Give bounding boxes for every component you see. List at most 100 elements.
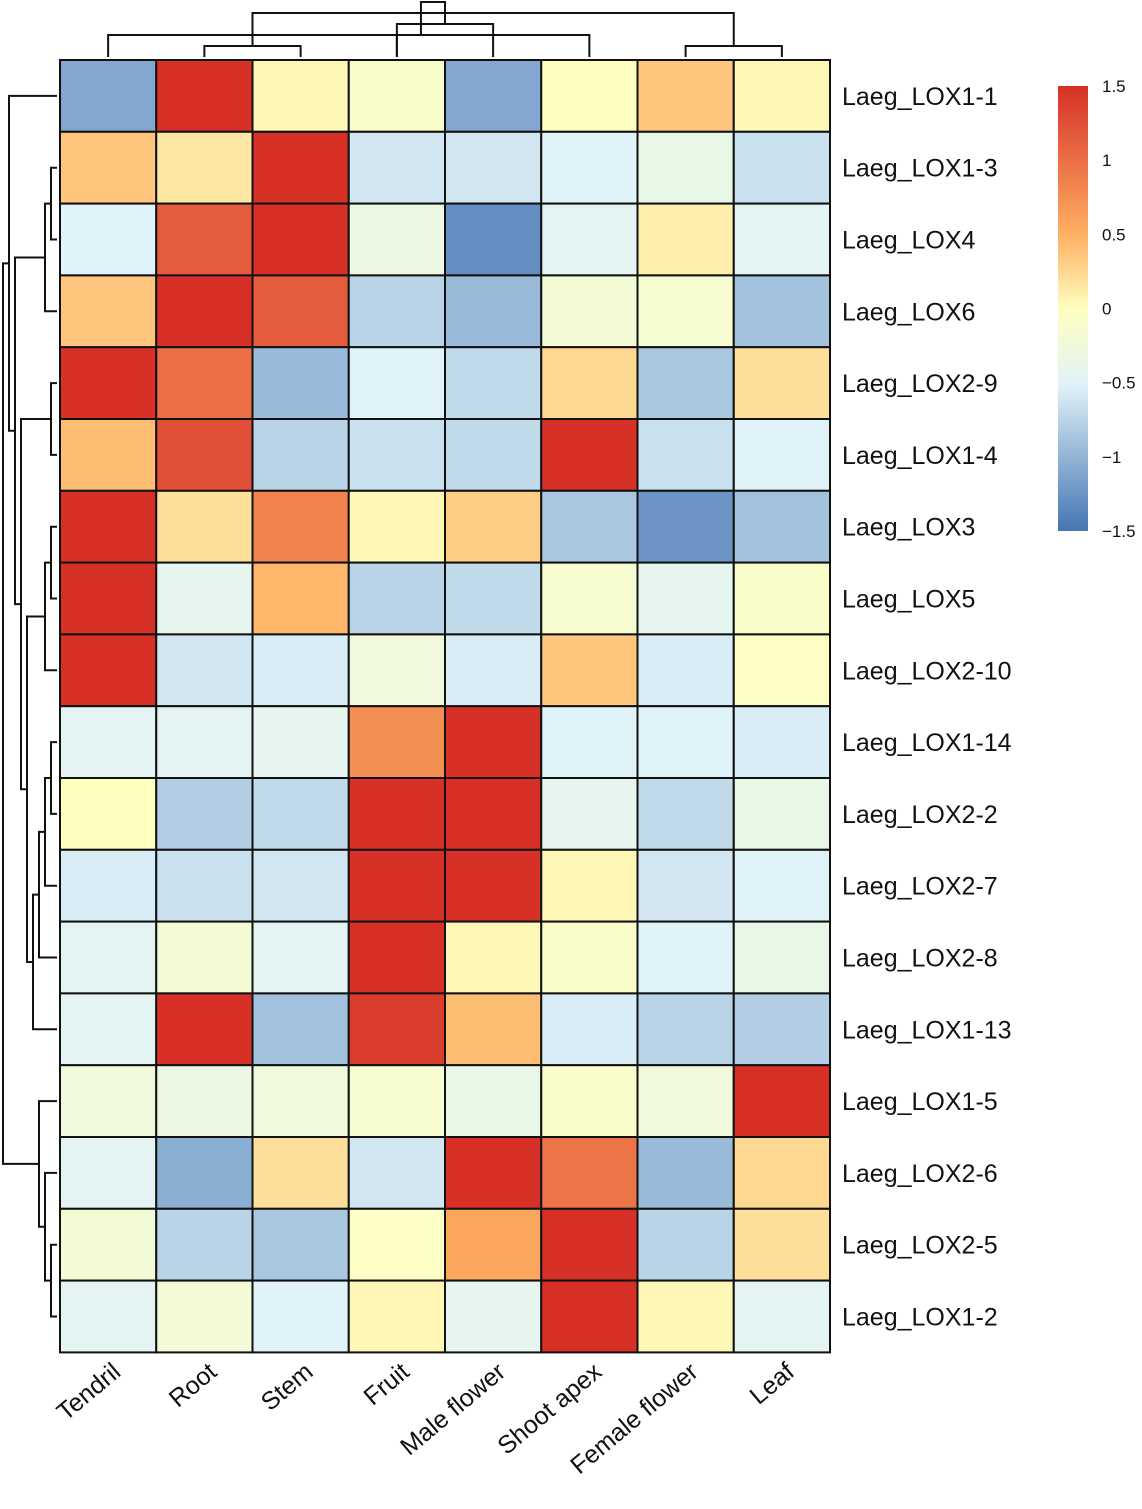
cell-laeg-lox1-3-male-flower — [444, 130, 543, 205]
column-label-leaf: Leaf — [744, 1358, 799, 1411]
legend-tick-minus-0-5: −0.5 — [1102, 374, 1136, 393]
cell-laeg-lox6-shoot-apex — [540, 274, 639, 349]
row-dendrogram — [2, 94, 57, 1318]
cell-laeg-lox2-5-male-flower — [444, 1207, 543, 1282]
cell-laeg-lox1-4-shoot-apex — [540, 418, 639, 492]
cell-laeg-lox2-9-stem — [251, 346, 350, 421]
cell-laeg-lox6-male-flower — [444, 274, 543, 349]
cell-laeg-lox1-2-stem — [251, 1279, 350, 1354]
cell-laeg-lox1-1-stem — [251, 59, 350, 133]
cell-laeg-lox1-1-tendril — [59, 59, 158, 133]
cell-laeg-lox4-stem — [251, 202, 350, 277]
cell-laeg-lox3-root — [155, 489, 254, 564]
cell-laeg-lox1-14-root — [155, 705, 254, 780]
row-label-laeg-lox2-5: Laeg_LOX2-5 — [842, 1232, 998, 1260]
cell-laeg-lox5-leaf — [732, 561, 831, 636]
cell-laeg-lox2-6-female-flower — [636, 1136, 735, 1210]
cell-laeg-lox2-5-shoot-apex — [540, 1207, 639, 1282]
cell-laeg-lox1-5-male-flower — [444, 1064, 543, 1138]
legend-tick-minus-1-5: −1.5 — [1102, 522, 1136, 541]
cell-laeg-lox4-leaf — [732, 202, 831, 277]
cell-laeg-lox1-1-root — [155, 59, 254, 133]
cell-laeg-lox4-male-flower — [444, 202, 543, 277]
cell-laeg-lox1-3-stem — [251, 130, 350, 205]
cell-laeg-lox2-6-tendril — [59, 1136, 158, 1210]
column-dendrogram-branch-6 — [251, 12, 735, 46]
cell-laeg-lox2-2-stem — [251, 777, 350, 851]
cell-laeg-lox1-1-male-flower — [444, 59, 543, 133]
row-dendrogram-branch-9 — [32, 893, 57, 1031]
cell-laeg-lox1-5-female-flower — [636, 1064, 735, 1138]
cell-laeg-lox2-6-stem — [251, 1136, 350, 1210]
cell-laeg-lox1-1-female-flower — [636, 59, 735, 133]
cell-laeg-lox5-stem — [251, 561, 350, 636]
cell-laeg-lox2-10-male-flower — [444, 633, 543, 708]
cell-laeg-lox5-male-flower — [444, 561, 543, 636]
cell-laeg-lox2-9-female-flower — [636, 346, 735, 421]
cell-laeg-lox2-2-shoot-apex — [540, 777, 639, 851]
row-dendrogram-branch-10 — [50, 1243, 57, 1318]
cell-laeg-lox2-7-root — [155, 848, 254, 923]
column-dendrogram-branch-5 — [395, 23, 495, 57]
legend-tick-minus-1: −1 — [1102, 448, 1121, 467]
cell-laeg-lox1-13-root — [155, 992, 254, 1067]
cell-laeg-lox1-14-leaf — [732, 705, 831, 780]
row-label-laeg-lox1-1: Laeg_LOX1-1 — [842, 83, 998, 111]
cell-laeg-lox1-14-stem — [251, 705, 350, 780]
row-label-laeg-lox1-5: Laeg_LOX1-5 — [842, 1088, 998, 1116]
cell-laeg-lox2-8-tendril — [59, 920, 158, 995]
cell-laeg-lox1-14-fruit — [347, 705, 446, 780]
row-label-laeg-lox1-2: Laeg_LOX1-2 — [842, 1304, 998, 1332]
cell-laeg-lox2-5-stem — [251, 1207, 350, 1282]
cell-laeg-lox1-5-root — [155, 1064, 254, 1138]
column-dendrogram-branch-4 — [251, 34, 591, 57]
column-dendrogram — [107, 1, 783, 57]
legend-ticks: 1.5 1 0.5 0 −0.5 −1 −1.5 — [1102, 77, 1136, 541]
cell-laeg-lox2-10-tendril — [59, 633, 158, 708]
row-dendrogram-branch-14 — [20, 418, 51, 791]
row-dendrogram-branch-16 — [8, 94, 57, 432]
row-label-laeg-lox2-8: Laeg_LOX2-8 — [842, 945, 998, 973]
cell-laeg-lox2-9-shoot-apex — [540, 346, 639, 421]
row-labels: Laeg_LOX1-1 Laeg_LOX1-3 Laeg_LOX4 Laeg_LOX6… — [842, 83, 1012, 1332]
cell-laeg-lox3-stem — [251, 489, 350, 564]
cell-laeg-lox3-fruit — [347, 489, 446, 564]
cell-laeg-lox6-tendril — [59, 274, 158, 349]
cell-laeg-lox1-2-male-flower — [444, 1279, 543, 1354]
row-label-laeg-lox5: Laeg_LOX5 — [842, 586, 975, 614]
cell-laeg-lox2-7-leaf — [732, 848, 831, 923]
row-label-laeg-lox2-9: Laeg_LOX2-9 — [842, 370, 998, 398]
cell-laeg-lox1-1-leaf — [732, 59, 831, 133]
cell-laeg-lox2-7-fruit — [347, 848, 446, 923]
cell-laeg-lox1-14-female-flower — [636, 705, 735, 780]
cell-laeg-lox1-4-leaf — [732, 418, 831, 492]
cell-laeg-lox1-5-stem — [251, 1064, 350, 1138]
cell-laeg-lox1-13-fruit — [347, 992, 446, 1067]
cell-laeg-lox1-3-shoot-apex — [540, 130, 639, 205]
cell-laeg-lox1-2-fruit — [347, 1279, 446, 1354]
row-dendrogram-branch-12 — [38, 1100, 57, 1228]
column-label-male-flower: Male flower — [395, 1358, 511, 1462]
row-dendrogram-branch-6 — [50, 741, 57, 815]
row-dendrogram-branch-17 — [2, 262, 39, 1165]
cell-laeg-lox2-10-female-flower — [636, 633, 735, 708]
color-legend: 1.5 1 0.5 0 −0.5 −1 −1.5 — [1058, 77, 1136, 541]
cell-laeg-lox2-9-tendril — [59, 346, 158, 421]
cell-laeg-lox2-8-root — [155, 920, 254, 995]
row-label-laeg-lox1-13: Laeg_LOX1-13 — [842, 1016, 1012, 1044]
cell-laeg-lox5-female-flower — [636, 561, 735, 636]
cell-laeg-lox1-14-tendril — [59, 705, 158, 780]
cell-laeg-lox2-5-fruit — [347, 1207, 446, 1282]
cell-laeg-lox2-2-leaf — [732, 777, 831, 851]
cell-laeg-lox2-7-stem — [251, 848, 350, 923]
cell-laeg-lox2-10-shoot-apex — [540, 633, 639, 708]
cell-laeg-lox1-4-root — [155, 418, 254, 492]
cell-laeg-lox4-tendril — [59, 202, 158, 277]
cell-laeg-lox2-2-root — [155, 777, 254, 851]
cell-laeg-lox2-2-male-flower — [444, 777, 543, 851]
cell-laeg-lox1-13-shoot-apex — [540, 992, 639, 1067]
cell-laeg-lox6-stem — [251, 274, 350, 349]
cell-laeg-lox4-root — [155, 202, 254, 277]
row-dendrogram-branch-4 — [50, 525, 57, 600]
